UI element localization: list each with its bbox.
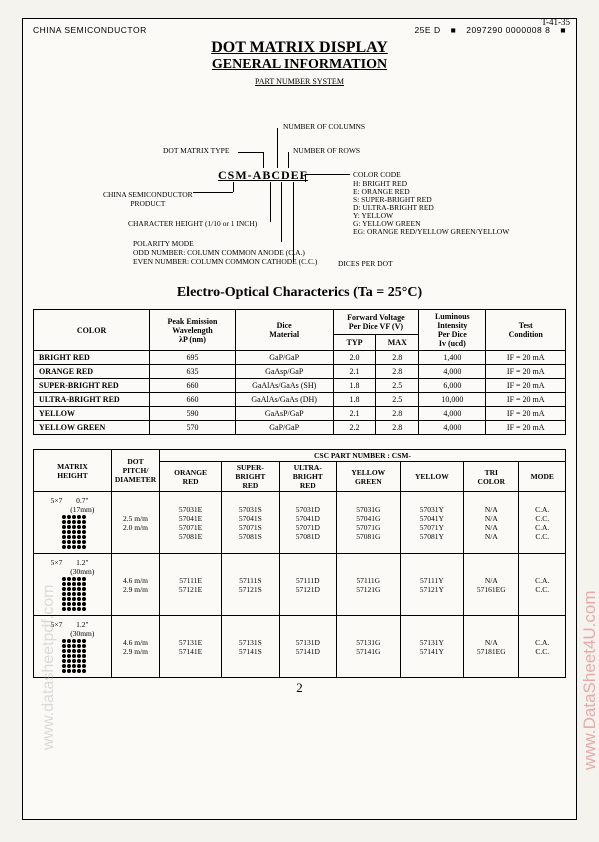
eo-h-fv: Forward Voltage Per Dice VF (V) xyxy=(333,310,419,335)
table-row: 5×7 1.2" (30mm) 4.6 m/m2.9 m/m 57111E571… xyxy=(34,554,566,616)
page-frame: CHINA SEMICONDUCTOR 25E D ■ 2097290 0000… xyxy=(22,18,577,820)
table-row: BRIGHT RED695GaP/GaP2.02.81,400IF = 20 m… xyxy=(34,351,566,365)
pn-h-tri: TRI COLOR xyxy=(464,462,519,492)
table-row: YELLOW GREEN570GaP/GaP2.22.84,000IF = 20… xyxy=(34,421,566,435)
pn-h-orange: ORANGE RED xyxy=(160,462,222,492)
header-code1: 25E D xyxy=(414,25,440,35)
eo-h-typ: TYP xyxy=(333,335,376,351)
part-code: CSM-ABCDEF xyxy=(218,168,308,183)
eo-table: COLOR Peak Emission Wavelength λP (nm) D… xyxy=(33,309,566,435)
title-1: DOT MATRIX DISPLAY xyxy=(33,39,566,57)
pn-h-yellow: YELLOW xyxy=(400,462,464,492)
pn-h-pitch: DOT PITCH/ DIAMETER xyxy=(112,450,160,492)
pn-table: MATRIX HEIGHT DOT PITCH/ DIAMETER CSC PA… xyxy=(33,449,566,678)
cc-eg: EG: ORANGE RED/YELLOW GREEN/YELLOW xyxy=(353,227,509,236)
pn-h-mode: MODE xyxy=(519,462,566,492)
table-row: SUPER-BRIGHT RED660GaAlAs/GaAs (SH)1.82.… xyxy=(34,379,566,393)
eo-h-test: Test Condition xyxy=(486,310,566,351)
num-rows-label: NUMBER OF ROWS xyxy=(293,146,360,155)
eo-h-max: MAX xyxy=(376,335,419,351)
header-bar: CHINA SEMICONDUCTOR 25E D ■ 2097290 0000… xyxy=(33,25,566,35)
pn-h-ygreen: YELLOW GREEN xyxy=(337,462,401,492)
table-row: ULTRA-BRIGHT RED660GaAlAs/GaAs (DH)1.82.… xyxy=(34,393,566,407)
t-code: T-41-35 xyxy=(541,17,570,27)
eo-h-color: COLOR xyxy=(34,310,150,351)
pn-h-matrix: MATRIX HEIGHT xyxy=(34,450,112,492)
polarity-odd: ODD NUMBER: COLUMN COMMON ANODE (C.A.) xyxy=(133,248,305,257)
eo-h-lum: Luminous Intensity Per Dice Iv (ucd) xyxy=(419,310,486,351)
eo-title: Electro-Optical Characterics (Ta = 25°C) xyxy=(33,285,566,301)
watermark-right: www.DataSheet4U.com xyxy=(580,590,599,770)
pn-h-ultra: ULTRA- BRIGHT RED xyxy=(279,462,336,492)
dot-matrix-type-label: DOT MATRIX TYPE xyxy=(163,146,229,155)
pn-h-super: SUPER- BRIGHT RED xyxy=(222,462,279,492)
part-number-system-label: PART NUMBER SYSTEM xyxy=(33,77,566,86)
eo-h-dice: Dice Material xyxy=(235,310,333,351)
color-code-label: COLOR CODE xyxy=(353,170,401,179)
title-2: GENERAL INFORMATION xyxy=(33,57,566,73)
pn-h-csc: CSC PART NUMBER : CSM- xyxy=(160,450,566,462)
dices-label: DICES PER DOT xyxy=(338,259,393,268)
china-product-label: CHINA SEMICONDUCTOR PRODUCT xyxy=(103,190,193,208)
table-row: ORANGE RED635GaAsp/GaP2.12.84,000IF = 20… xyxy=(34,365,566,379)
polarity-label: POLARITY MODE xyxy=(133,239,194,248)
page-number: 2 xyxy=(33,680,566,696)
watermark-left: www.datasheetpdf.com xyxy=(40,585,58,750)
table-row: 5×7 1.2" (30mm) 4.6 m/m2.9 m/m 57131E571… xyxy=(34,616,566,678)
table-row: YELLOW590GaAsP/GaP2.12.84,000IF = 20 mA xyxy=(34,407,566,421)
eo-h-peak: Peak Emission Wavelength λP (nm) xyxy=(150,310,236,351)
polarity-even: EVEN NUMBER: COLUMN COMMON CATHODE (C.C.… xyxy=(133,257,317,266)
header-code2: 2097290 0000008 8 xyxy=(466,25,550,35)
table-row: 5×7 0.7" (17mm) 2.5 m/m2.0 m/m 57031E570… xyxy=(34,492,566,554)
part-number-diagram: DOT MATRIX TYPE NUMBER OF COLUMNS NUMBER… xyxy=(33,94,566,279)
char-height-label: CHARACTER HEIGHT (1/10 or 1 INCH) xyxy=(128,219,257,228)
num-columns-label: NUMBER OF COLUMNS xyxy=(283,122,365,131)
company-name: CHINA SEMICONDUCTOR xyxy=(33,25,147,35)
